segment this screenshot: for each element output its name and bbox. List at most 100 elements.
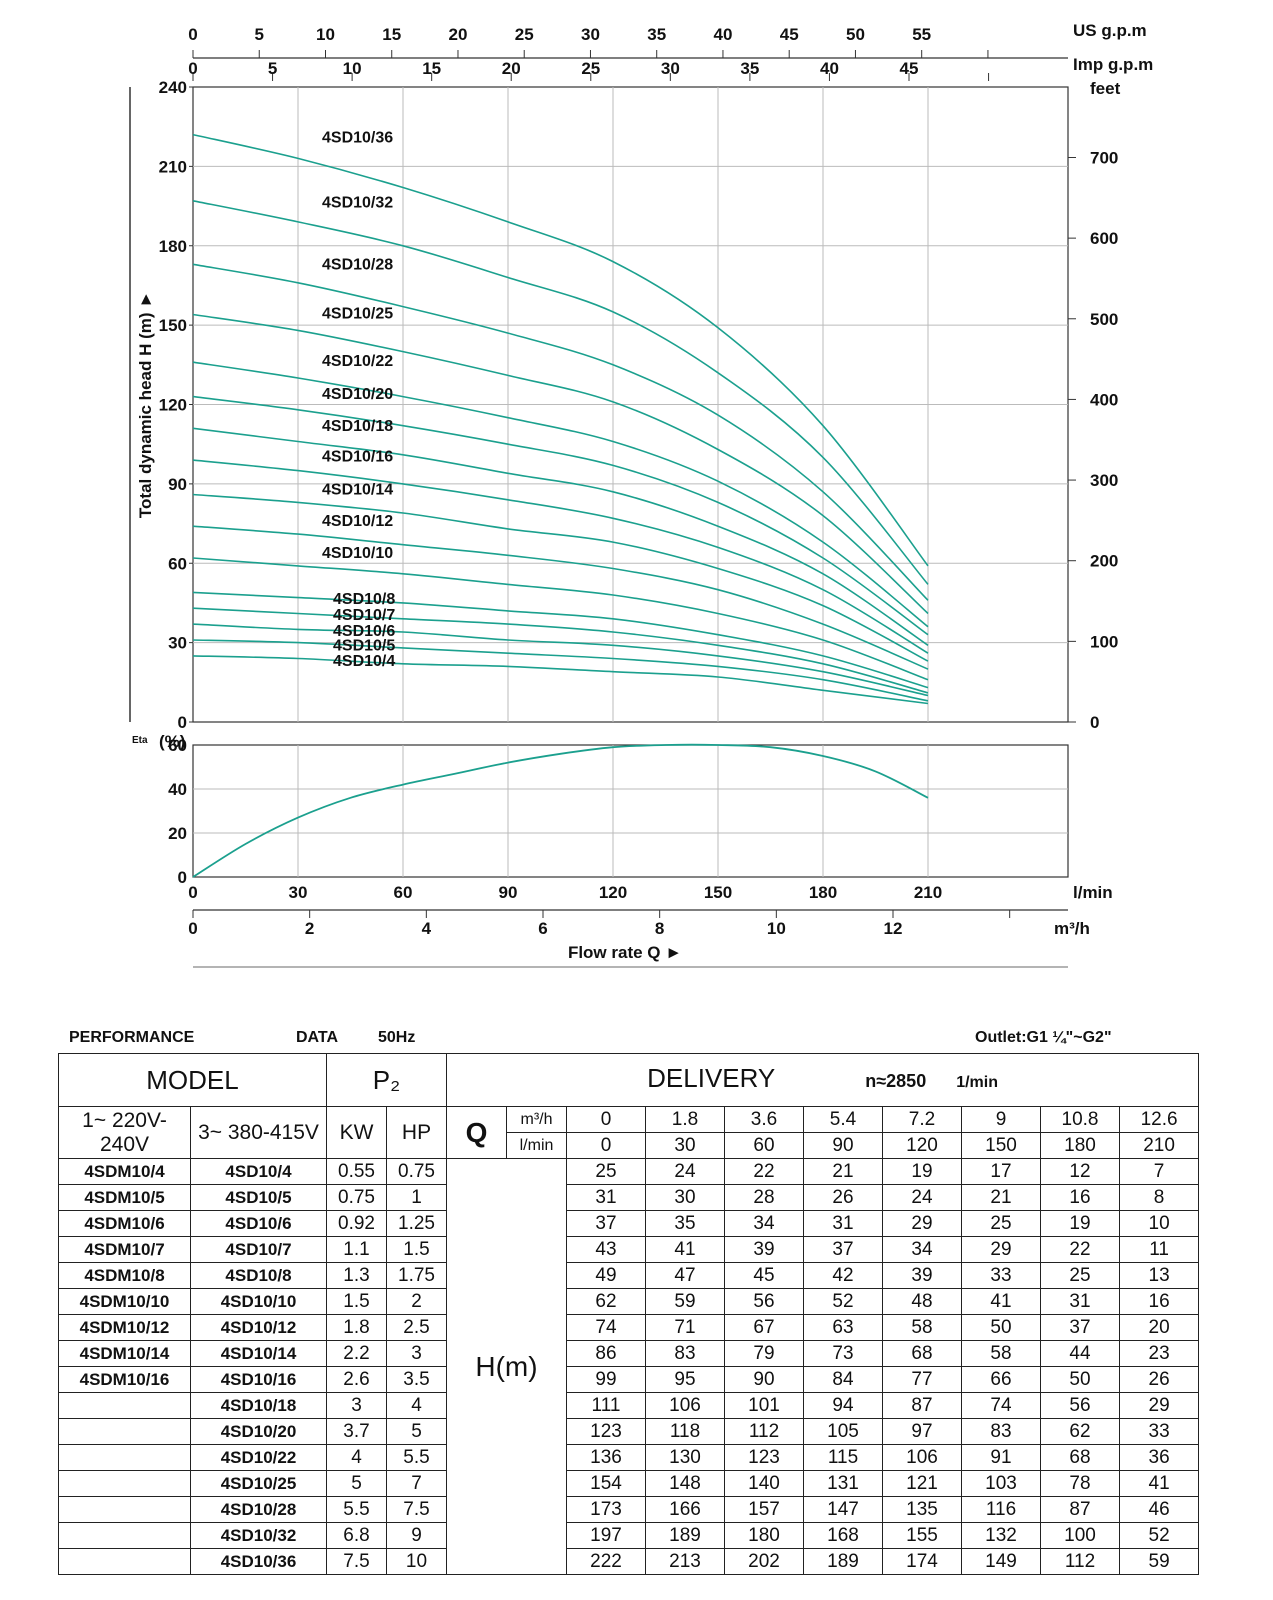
table-row: 4SDM10/5 4SD10/5 0.75 1 31 30 28 26 24 21 16 8	[58, 1184, 1200, 1211]
lmin-tick-label: 180	[809, 883, 837, 902]
head-value: 21	[803, 1158, 883, 1185]
table-row: 4SDM10/8 4SD10/8 1.3 1.75 49 47 45 42 39 33 25 13	[58, 1262, 1200, 1289]
head-value: 42	[803, 1262, 883, 1289]
head-value: 71	[645, 1314, 725, 1341]
head-curve-4sd10-28	[192, 263, 929, 601]
head-value: 39	[724, 1236, 804, 1263]
feet-tick-label: 500	[1090, 310, 1118, 329]
imp-gpm-tick-label: 35	[740, 59, 759, 78]
head-value: 50	[961, 1314, 1041, 1341]
head-value: 168	[803, 1522, 883, 1549]
head-value: 73	[803, 1340, 883, 1367]
y-tick-label: 150	[159, 316, 187, 335]
three-phase-model: 4SD10/4	[190, 1158, 327, 1185]
curve-label: 4SD10/14	[322, 481, 393, 498]
single-phase-model: 4SDM10/6	[58, 1210, 191, 1237]
head-value: 78	[1040, 1470, 1120, 1497]
head-value: 132	[961, 1522, 1041, 1549]
curve-label: 4SD10/6	[333, 623, 395, 640]
head-value: 28	[724, 1184, 804, 1211]
head-value: 33	[961, 1262, 1041, 1289]
head-value: 123	[566, 1418, 646, 1445]
single-phase-model	[58, 1522, 191, 1549]
head-curve-4sd10-32	[192, 200, 929, 585]
power-hp: 1.75	[386, 1262, 447, 1289]
three-phase-model: 4SD10/12	[190, 1314, 327, 1341]
table-row: 4SD10/25 5 7 154 148 140 131 121 103 78 41	[58, 1470, 1200, 1497]
single-phase-model	[58, 1418, 191, 1445]
p2-header: P₂	[326, 1053, 447, 1107]
lmin-tick-label: 210	[914, 883, 942, 902]
lmin-unit: l/min	[506, 1132, 567, 1159]
head-value: 180	[724, 1522, 804, 1549]
head-value: 59	[1118, 1548, 1200, 1575]
table-row: 4SDM10/12 4SD10/12 1.8 2.5 74 71 67 63 58 50 37 20	[58, 1314, 1200, 1341]
curve-label: 4SD10/25	[322, 305, 393, 322]
power-kw: 0.75	[326, 1184, 387, 1211]
head-value: 21	[961, 1184, 1041, 1211]
power-kw: 5.5	[326, 1496, 387, 1523]
power-kw: 1.3	[326, 1262, 387, 1289]
us-gpm-tick-label: 20	[449, 25, 468, 44]
flow-m3h-value: 3.6	[724, 1106, 804, 1133]
flow-lmin-value: 0	[566, 1132, 646, 1159]
head-value: 118	[645, 1418, 725, 1445]
head-value: 26	[803, 1184, 883, 1211]
head-value: 115	[803, 1444, 883, 1471]
three-phase-model: 4SD10/5	[190, 1184, 327, 1211]
three-phase-model: 4SD10/25	[190, 1470, 327, 1497]
flow-lmin-value: 210	[1118, 1132, 1200, 1159]
head-curve-4sd10-16	[192, 459, 929, 654]
m3h-axis-label: m³/h	[1054, 919, 1090, 938]
flow-m3h-value: 0	[566, 1106, 646, 1133]
table-row: 4SDM10/14 4SD10/14 2.2 3 86 83 79 73 68 58 44 23	[58, 1340, 1200, 1367]
head-value: 189	[803, 1548, 883, 1575]
head-value: 83	[961, 1418, 1041, 1445]
head-value: 41	[961, 1288, 1041, 1315]
single-phase-model: 4SDM10/16	[58, 1366, 191, 1393]
head-value: 58	[882, 1314, 962, 1341]
table-row: 4SDM10/10 4SD10/10 1.5 2 62 59 56 52 48 41 31 16	[58, 1288, 1200, 1315]
head-value: 56	[1040, 1392, 1120, 1419]
head-curve-4sd10-6	[192, 623, 929, 697]
head-value: 91	[961, 1444, 1041, 1471]
head-value: 79	[724, 1340, 804, 1367]
head-value: 174	[882, 1548, 962, 1575]
table-row: 4SD10/32 6.8 9 197 189 180 168 155 132 100 52	[58, 1522, 1200, 1549]
head-curve-4sd10-7	[192, 607, 929, 694]
head-value: 106	[645, 1392, 725, 1419]
head-curve-4sd10-18	[192, 427, 929, 646]
x-axis-label: Flow rate Q ►	[568, 943, 682, 962]
power-hp: 2	[386, 1288, 447, 1315]
head-value: 136	[566, 1444, 646, 1471]
three-phase-model: 4SD10/18	[190, 1392, 327, 1419]
single-phase-model	[58, 1470, 191, 1497]
head-value: 33	[1118, 1418, 1200, 1445]
three-phase-model: 4SD10/36	[190, 1548, 327, 1575]
curve-label: 4SD10/5	[333, 637, 395, 654]
head-value: 13	[1118, 1262, 1200, 1289]
efficiency-chart: 0 20 40 60 Eta (%)	[132, 732, 1069, 887]
head-value: 213	[645, 1548, 725, 1575]
head-value: 140	[724, 1470, 804, 1497]
three-phase-model: 4SD10/8	[190, 1262, 327, 1289]
flow-lmin-value: 150	[961, 1132, 1041, 1159]
table-row: 4SDM10/16 4SD10/16 2.6 3.5 99 95 90 84 77 66 50 26	[58, 1366, 1200, 1393]
single-phase-model	[58, 1444, 191, 1471]
head-value: 30	[645, 1184, 725, 1211]
single-phase-model	[58, 1496, 191, 1523]
power-hp: 2.5	[386, 1314, 447, 1341]
head-value: 99	[566, 1366, 646, 1393]
head-value: 41	[645, 1236, 725, 1263]
flow-lmin-value: 60	[724, 1132, 804, 1159]
imp-gpm-tick-label: 0	[188, 59, 197, 78]
head-value: 52	[803, 1288, 883, 1315]
head-value: 12	[1040, 1158, 1120, 1185]
us-gpm-tick-label: 15	[382, 25, 401, 44]
head-value: 97	[882, 1418, 962, 1445]
feet-tick-label: 200	[1090, 552, 1118, 571]
head-value: 74	[566, 1314, 646, 1341]
head-value: 11	[1118, 1236, 1200, 1263]
